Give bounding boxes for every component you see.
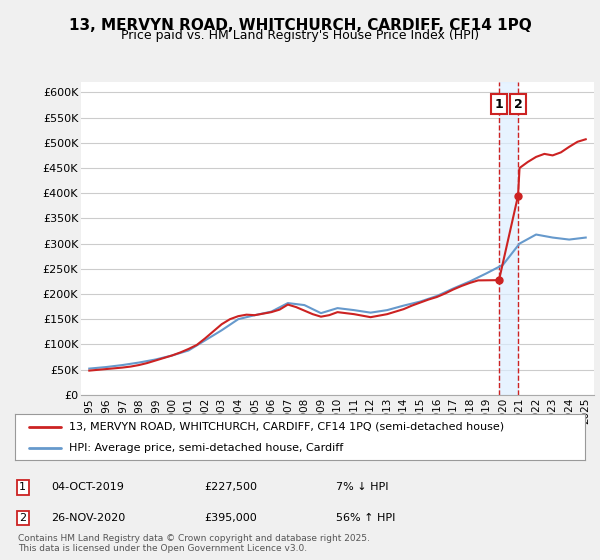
Text: £395,000: £395,000 (204, 513, 257, 523)
Text: 56% ↑ HPI: 56% ↑ HPI (336, 513, 395, 523)
Text: 2: 2 (514, 97, 523, 111)
Text: Contains HM Land Registry data © Crown copyright and database right 2025.
This d: Contains HM Land Registry data © Crown c… (18, 534, 370, 553)
Text: 04-OCT-2019: 04-OCT-2019 (51, 482, 124, 492)
Text: £227,500: £227,500 (204, 482, 257, 492)
Text: 7% ↓ HPI: 7% ↓ HPI (336, 482, 389, 492)
Bar (499, 82, 518, 395)
Text: 13, MERVYN ROAD, WHITCHURCH, CARDIFF, CF14 1PQ (semi-detached house): 13, MERVYN ROAD, WHITCHURCH, CARDIFF, CF… (69, 422, 504, 432)
Text: 1: 1 (19, 482, 26, 492)
Text: 2: 2 (19, 513, 26, 523)
Text: HPI: Average price, semi-detached house, Cardiff: HPI: Average price, semi-detached house,… (69, 443, 343, 453)
Text: Price paid vs. HM Land Registry's House Price Index (HPI): Price paid vs. HM Land Registry's House … (121, 29, 479, 42)
Text: 26-NOV-2020: 26-NOV-2020 (51, 513, 125, 523)
Text: 1: 1 (494, 97, 503, 111)
Text: 13, MERVYN ROAD, WHITCHURCH, CARDIFF, CF14 1PQ: 13, MERVYN ROAD, WHITCHURCH, CARDIFF, CF… (68, 18, 532, 33)
